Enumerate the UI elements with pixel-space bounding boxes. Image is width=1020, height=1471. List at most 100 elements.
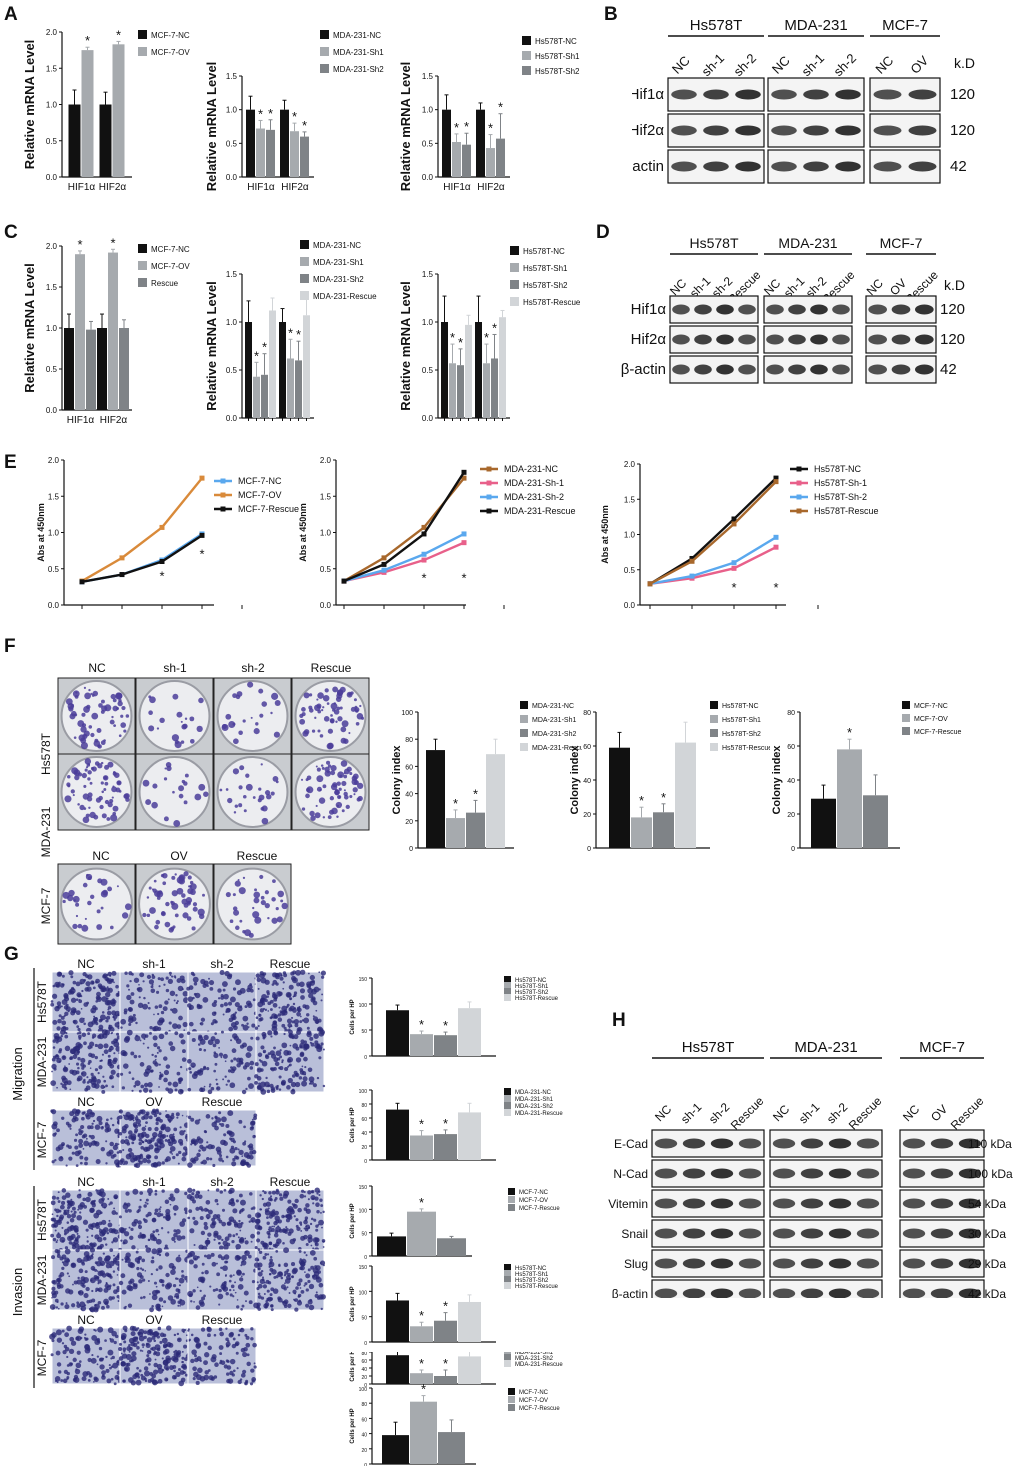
cell [71,1303,76,1308]
colony [202,893,205,897]
cell [198,1299,204,1305]
cell [49,1333,56,1340]
y-axis-label: Abs at 450nm [600,505,610,564]
cell [139,1349,142,1352]
cell [116,1288,120,1293]
cell [167,998,170,1001]
cell [60,1034,64,1038]
image-col-label: OV [145,1313,162,1327]
cell [143,1370,150,1377]
cell [219,1190,223,1194]
cell [109,1265,113,1269]
cell [231,1373,235,1377]
cell [244,1250,248,1254]
cell [72,980,77,985]
protein-band [828,1168,852,1179]
colony [326,702,330,705]
cell [97,1245,103,1251]
colony [107,886,113,892]
cell [85,1196,91,1203]
y-axis-label: Relative mRNA Level [22,263,37,393]
colony [330,764,337,772]
cell [106,1010,112,1016]
cell [268,1226,272,1230]
legend-swatch [138,261,147,270]
legend-label: Hs578T-Sh2 [515,1278,549,1284]
cell [241,1089,247,1095]
y-tick-label: 0.0 [46,406,58,415]
colony [81,924,89,932]
cell [268,1272,272,1276]
colony [343,794,349,800]
y-tick-label: 80 [361,1103,367,1109]
cell [210,1252,215,1257]
colony [86,873,89,877]
cell [220,1056,223,1059]
cell [149,1332,154,1336]
cell [225,1007,231,1013]
cell [66,1213,72,1219]
colony [148,710,153,716]
data-point [421,551,427,557]
colony [84,768,88,772]
blot-size-label: 42 [950,158,967,175]
cell [177,1304,180,1307]
cell [319,1198,323,1202]
cell [159,1071,162,1074]
cell [241,1155,244,1157]
colony [172,693,179,700]
cell [310,1265,315,1270]
cell [314,1187,320,1193]
cell [303,1017,310,1024]
lane-label: NC [652,1102,674,1124]
cell [191,1192,195,1196]
blot-size-label: 42 kDa [968,1287,1006,1298]
cell [169,1150,173,1154]
cell [112,998,115,1002]
data-point [689,555,695,561]
cell [129,979,132,983]
cell [267,1235,271,1239]
colony [156,727,160,730]
cell [184,1191,188,1196]
y-tick-label: 0 [791,846,795,853]
protein-band [710,1258,734,1269]
cell [81,1134,86,1139]
cell [108,1364,111,1367]
significance-star: * [288,325,293,340]
legend-label: MCF-7-OV [151,262,190,271]
cell [235,1038,242,1045]
cell [120,1026,123,1029]
cell [238,1149,244,1156]
y-tick-label: 0.0 [422,414,434,423]
cell [210,1036,216,1042]
cell [200,1017,206,1022]
colony [90,894,95,899]
cell [139,1062,145,1067]
cell [108,1149,114,1155]
cell [274,1061,280,1067]
cell [307,1299,313,1305]
cell [223,1140,226,1143]
colony [192,906,198,912]
bar [86,329,96,410]
y-axis-label: Cells per HP [350,1203,356,1238]
protein-band [828,1228,852,1239]
cell [156,990,160,994]
cell [72,1054,78,1060]
y-tick-label: 40 [361,1131,367,1137]
cell [168,1196,172,1201]
cell [181,1274,185,1278]
colony [238,785,243,790]
cell [121,1086,126,1090]
y-tick-label: 80 [361,1402,367,1408]
western-blot-d: Hs578T NC sh-1 sh-2 Rescue MDA-231 NC sh-1 sh-2 R… [610,232,1010,397]
colony [336,815,339,818]
cell [65,1192,71,1198]
cell [238,1238,245,1244]
cell [145,1343,151,1349]
cell [266,1230,271,1235]
cell [122,1379,125,1383]
cell [292,1043,298,1049]
cell [55,1146,61,1152]
